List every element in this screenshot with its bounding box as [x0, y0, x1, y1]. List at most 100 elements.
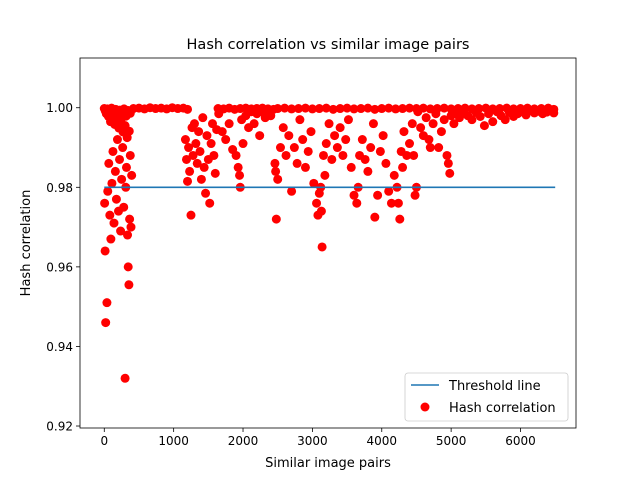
scatter-point — [409, 150, 419, 160]
scatter-point — [271, 214, 281, 224]
scatter-point — [105, 210, 115, 220]
scatter-point — [231, 150, 241, 160]
scatter-point — [209, 150, 219, 160]
scatter-point — [116, 226, 126, 236]
scatter-point — [398, 104, 408, 114]
scatter-point — [202, 131, 212, 141]
scatter-point — [484, 109, 494, 119]
scatter-point — [375, 146, 385, 156]
scatter-point — [442, 150, 452, 160]
scatter-point — [391, 104, 401, 114]
x-tick-label: 2000 — [228, 434, 259, 448]
scatter-point — [318, 150, 328, 160]
scatter-point — [205, 198, 215, 208]
scatter-point — [300, 103, 310, 113]
legend-hash-correlation-label: Hash correlation — [449, 401, 556, 416]
scatter-point — [101, 318, 111, 328]
scatter-point — [399, 127, 409, 137]
scatter-point — [298, 135, 308, 145]
scatter-point — [217, 127, 227, 137]
scatter-point — [186, 210, 196, 220]
scatter-point — [120, 373, 130, 383]
scatter-point — [335, 104, 345, 114]
scatter-point — [224, 119, 234, 129]
scatter-point — [199, 162, 209, 172]
scatter-point — [335, 123, 345, 133]
scatter-point — [292, 158, 302, 168]
scatter-point — [238, 139, 248, 149]
scatter-point — [316, 206, 326, 216]
scatter-point — [338, 150, 348, 160]
scatter-point — [418, 103, 428, 113]
scatter-point — [255, 131, 265, 141]
scatter-point — [439, 103, 449, 113]
scatter-point — [278, 123, 288, 133]
scatter-point — [381, 158, 391, 168]
scatter-point — [384, 103, 394, 113]
scatter-point — [377, 104, 387, 114]
x-tick-label: 0 — [100, 434, 108, 448]
scatter-point — [275, 143, 285, 153]
scatter-point — [307, 104, 317, 114]
scatter-point — [196, 174, 206, 184]
scatter-point — [443, 158, 453, 168]
scatter-point — [189, 119, 199, 129]
scatter-point — [410, 190, 420, 200]
scatter-point — [191, 139, 201, 149]
scatter-point — [500, 115, 510, 125]
chart-title: Hash correlation vs similar image pairs — [187, 37, 470, 53]
scatter-point — [183, 176, 193, 186]
scatter-point — [356, 104, 366, 114]
scatter-point — [287, 104, 297, 114]
scatter-point — [123, 262, 133, 272]
scatter-point — [194, 127, 204, 137]
scatter-point — [201, 188, 211, 198]
scatter-point — [384, 186, 394, 196]
scatter-point — [111, 194, 121, 204]
scatter-point — [373, 190, 383, 200]
scatter-point — [184, 143, 194, 153]
scatter-point — [445, 168, 455, 178]
scatter-point — [102, 298, 112, 308]
scatter-point — [398, 162, 408, 172]
scatter-point — [300, 162, 310, 172]
y-tick-label: 0.96 — [46, 260, 73, 274]
scatter-point — [206, 139, 216, 149]
scatter-point — [370, 104, 380, 114]
scatter-point — [124, 126, 134, 136]
scatter-point — [233, 162, 243, 172]
scatter-point — [271, 166, 281, 176]
scatter-point — [549, 108, 559, 118]
y-tick-label: 0.98 — [46, 181, 73, 195]
scatter-point — [273, 174, 283, 184]
scatter-point — [124, 280, 134, 290]
y-tick-label: 0.94 — [46, 340, 73, 354]
scatter-point — [317, 242, 327, 252]
scatter-point — [195, 146, 205, 156]
scatter-point — [183, 104, 193, 114]
scatter-point — [370, 212, 380, 222]
scatter-point — [352, 198, 362, 208]
scatter-point — [110, 166, 120, 176]
scatter-point — [109, 218, 119, 228]
scatter-point — [221, 135, 231, 145]
scatter-point — [295, 115, 305, 125]
scatter-point — [123, 230, 133, 240]
scatter-point — [439, 115, 449, 125]
scatter-point — [125, 214, 135, 224]
scatter-point — [386, 198, 396, 208]
scatter-point — [405, 103, 415, 113]
scatter-point — [360, 154, 370, 164]
x-axis-label: Similar image pairs — [265, 456, 391, 471]
scatter-point — [330, 131, 340, 141]
scatter-point — [314, 104, 324, 114]
scatter-point — [425, 143, 435, 153]
scatter-point — [411, 104, 421, 114]
scatter-point — [341, 135, 351, 145]
x-tick-label: 3000 — [297, 434, 328, 448]
scatter-point — [270, 158, 280, 168]
scatter-point — [428, 119, 438, 129]
legend-threshold-label: Threshold line — [448, 379, 541, 394]
x-tick-label: 4000 — [366, 434, 397, 448]
scatter-point — [366, 143, 376, 153]
